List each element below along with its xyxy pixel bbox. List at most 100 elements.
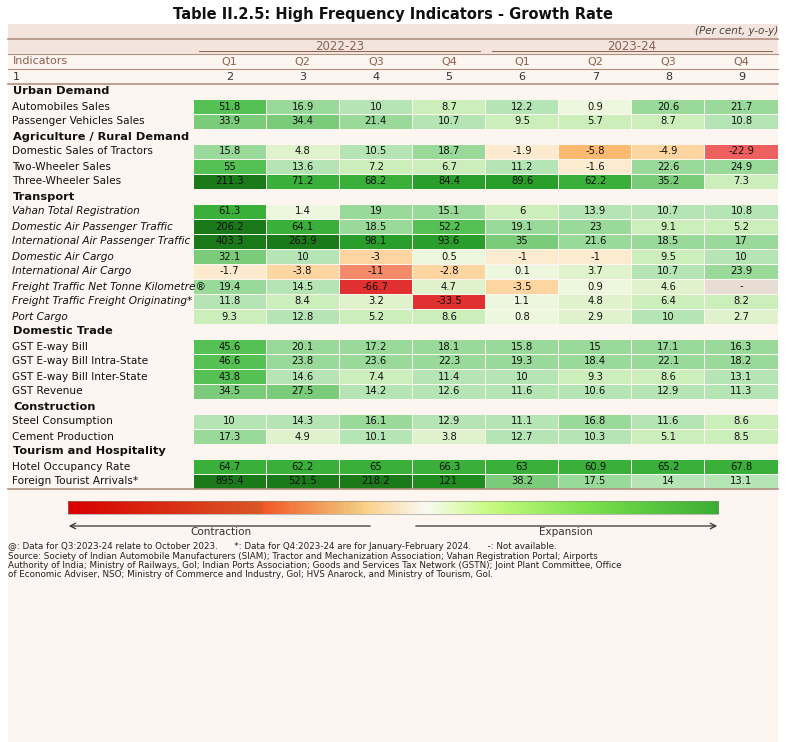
Bar [486,205,558,218]
Text: Q3: Q3 [368,56,384,67]
Text: 18.5: 18.5 [365,222,387,232]
Bar [341,501,345,514]
Bar [486,355,558,369]
Bar [8,339,778,354]
Bar [474,501,478,514]
Text: 10.7: 10.7 [438,116,460,126]
Text: 6: 6 [519,71,526,82]
Text: 1.4: 1.4 [295,206,310,217]
Text: 16.1: 16.1 [365,416,387,427]
Text: 5.2: 5.2 [733,222,749,232]
Bar [87,501,91,514]
Text: 23: 23 [589,222,601,232]
Text: 403.3: 403.3 [215,237,244,246]
Bar [335,501,338,514]
Bar [193,264,266,278]
Text: 4.9: 4.9 [295,432,310,441]
Text: -2.8: -2.8 [439,266,459,277]
Bar [705,474,777,488]
Text: 62.2: 62.2 [292,462,314,471]
Text: 35.2: 35.2 [657,177,679,186]
Text: 21.6: 21.6 [584,237,606,246]
Text: 98.1: 98.1 [365,237,387,246]
Bar [559,160,631,174]
Bar [413,355,485,369]
Text: 8.7: 8.7 [441,102,457,111]
Bar [110,501,114,514]
Bar [266,249,339,263]
Bar [185,501,189,514]
Bar [632,384,704,398]
Text: 10.1: 10.1 [365,432,387,441]
Bar [465,501,468,514]
Text: 10: 10 [516,372,528,381]
Bar [705,430,777,444]
Bar [422,501,426,514]
Bar [705,295,777,309]
Bar [585,501,589,514]
Bar [705,280,777,294]
Text: 35: 35 [516,237,528,246]
Bar [208,501,211,514]
Text: 5.2: 5.2 [368,312,384,321]
Text: 64.7: 64.7 [219,462,241,471]
Bar [340,415,412,428]
Text: 18.5: 18.5 [657,237,679,246]
Bar [8,144,778,159]
Text: 4.7: 4.7 [441,281,457,292]
Bar [486,295,558,309]
Text: -1.7: -1.7 [220,266,240,277]
Bar [413,220,485,234]
Bar [413,430,485,444]
Bar [486,415,558,428]
Bar [637,501,641,514]
Bar [458,501,461,514]
Bar [565,501,569,514]
Bar [387,501,391,514]
Bar [656,501,660,514]
Bar [559,145,631,159]
Bar [507,501,510,514]
Bar [340,355,412,369]
Bar [340,370,412,384]
Bar [632,220,704,234]
Bar [413,295,485,309]
Bar [149,501,153,514]
Text: 6.4: 6.4 [660,297,676,306]
Text: Vahan Total Registration: Vahan Total Registration [12,206,140,217]
Bar [632,355,704,369]
Bar [204,501,208,514]
Bar [347,501,351,514]
Bar [705,340,777,353]
Text: Indicators: Indicators [13,56,68,67]
Bar [520,501,523,514]
Bar [193,114,266,128]
Text: 3: 3 [299,71,307,82]
Text: International Air Passenger Traffic: International Air Passenger Traffic [12,237,190,246]
Text: -22.9: -22.9 [729,146,755,157]
Text: 63: 63 [516,462,528,471]
Text: 2.7: 2.7 [733,312,749,321]
Bar [8,24,778,54]
Bar [139,501,143,514]
Bar [195,501,199,514]
Bar [705,160,777,174]
Text: 12.9: 12.9 [657,387,680,396]
Text: 2: 2 [226,71,233,82]
Text: 8.4: 8.4 [295,297,310,306]
Bar [523,501,527,514]
Bar [659,501,663,514]
Text: 17.2: 17.2 [365,341,387,352]
Text: 11.6: 11.6 [657,416,680,427]
Text: 66.3: 66.3 [438,462,460,471]
Text: 521.5: 521.5 [288,476,317,487]
Text: 13.9: 13.9 [584,206,606,217]
Bar [711,501,715,514]
Bar [413,501,417,514]
Bar [8,249,778,264]
Text: 0.8: 0.8 [514,312,530,321]
Bar [640,501,644,514]
Bar [559,501,563,514]
Bar [630,501,634,514]
Text: 22.1: 22.1 [657,356,680,367]
